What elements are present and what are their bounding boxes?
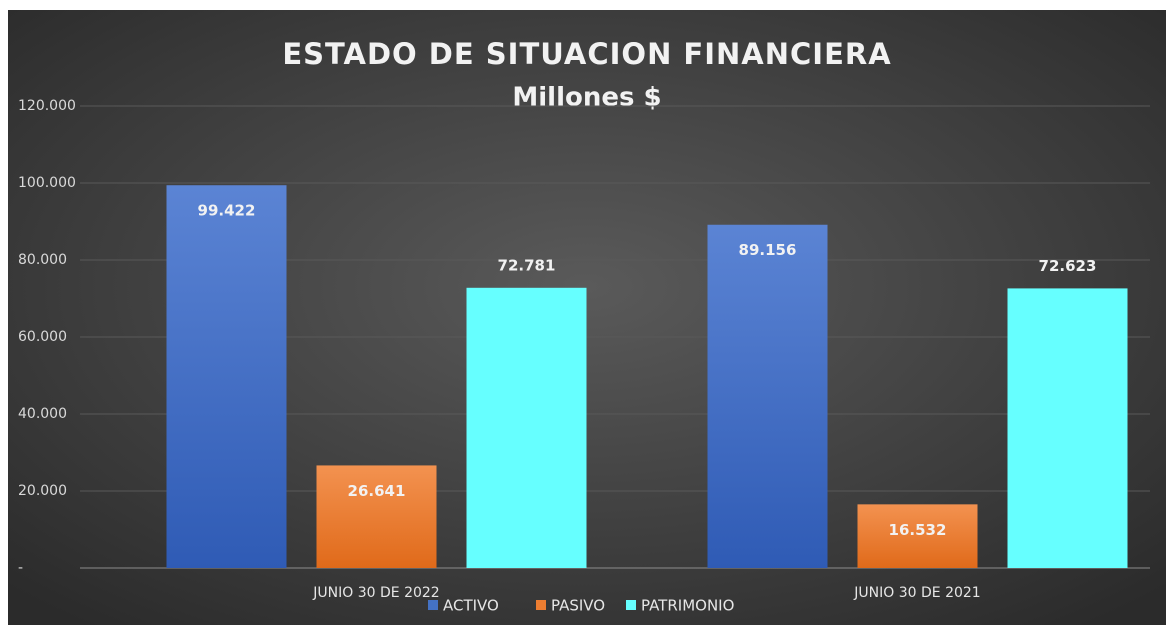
y-tick-label: 120.000	[18, 98, 76, 114]
bar	[857, 504, 978, 568]
y-tick-label: 60.000	[18, 329, 67, 345]
chart-title: ESTADO DE SITUACION FINANCIERA	[282, 37, 891, 71]
legend-swatch	[428, 600, 438, 610]
bar	[316, 465, 437, 568]
value-label: 72.623	[1039, 257, 1097, 275]
y-tick-label: 100.000	[18, 175, 76, 191]
legend-swatch	[536, 600, 546, 610]
y-tick-label: -	[18, 560, 23, 576]
legend-label: ACTIVO	[443, 597, 499, 615]
legend-label: PATRIMONIO	[641, 597, 734, 615]
chart-subtitle: Millones $	[512, 83, 661, 113]
value-label: 72.781	[498, 256, 556, 274]
legend-label: PASIVO	[551, 597, 605, 615]
value-label: 16.532	[889, 521, 947, 539]
value-label: 26.641	[348, 482, 406, 500]
bar	[466, 287, 587, 568]
y-tick-label: 80.000	[18, 252, 67, 268]
x-tick-label: JUNIO 30 DE 2022	[312, 585, 439, 601]
bar	[1007, 288, 1128, 568]
value-label: 99.422	[198, 202, 256, 220]
legend-swatch	[626, 600, 636, 610]
value-label: 89.156	[739, 241, 797, 259]
y-tick-label: 20.000	[18, 483, 67, 499]
bar	[166, 185, 287, 569]
bar	[707, 224, 828, 569]
y-tick-label: 40.000	[18, 406, 67, 422]
x-tick-label: JUNIO 30 DE 2021	[853, 585, 980, 601]
